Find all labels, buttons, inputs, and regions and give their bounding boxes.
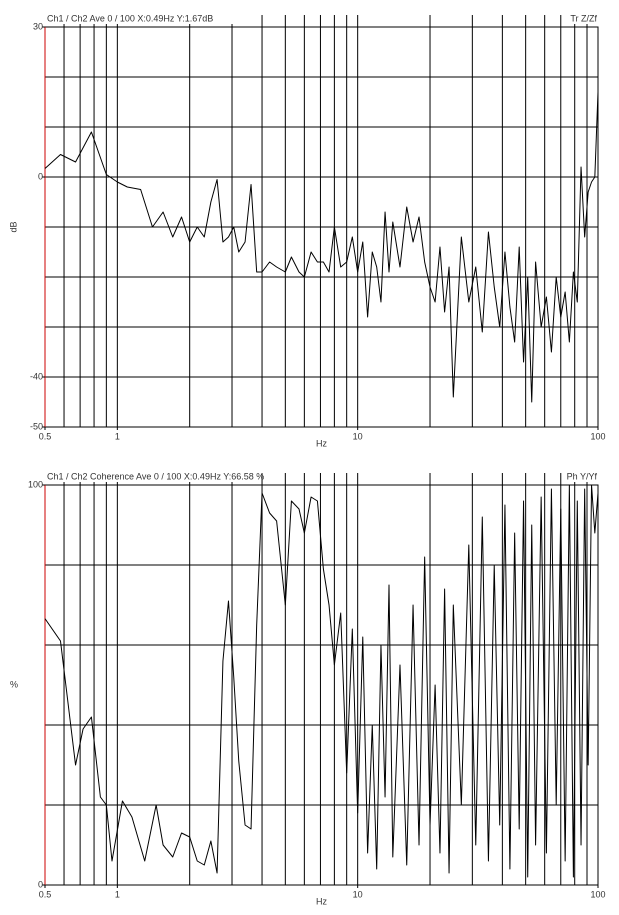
header-bg bbox=[566, 13, 598, 24]
header-bg bbox=[46, 471, 261, 482]
y-axis-label: dB bbox=[8, 221, 18, 232]
x-tick-label: 10 bbox=[353, 431, 363, 441]
chart-title: Ch1 / Ch2 Ave 0 / 100 X:0.49Hz Y:1.67dB bbox=[47, 13, 213, 23]
y-tick-label: 30 bbox=[33, 21, 43, 31]
x-tick-label: 10 bbox=[353, 889, 363, 899]
chart-mode: Tr Z/Zf bbox=[570, 13, 597, 23]
y-axis-label: % bbox=[10, 679, 18, 689]
y-tick-label: 0 bbox=[38, 879, 43, 889]
data-line bbox=[44, 484, 599, 878]
x-tick-label: 0.5 bbox=[39, 431, 52, 441]
x-tick-label: 100 bbox=[590, 889, 605, 899]
data-line bbox=[44, 91, 599, 403]
y-tick-label: 100 bbox=[28, 479, 43, 489]
header-bg bbox=[46, 13, 261, 24]
x-tick-label: 1 bbox=[115, 431, 120, 441]
x-tick-label: 100 bbox=[590, 431, 605, 441]
x-tick-label: 1 bbox=[115, 889, 120, 899]
chart-title: Ch1 / Ch2 Coherence Ave 0 / 100 X:0.49Hz… bbox=[47, 471, 264, 481]
chart-mode: Ph Y/Yf bbox=[567, 471, 598, 481]
y-tick-label: -50 bbox=[30, 421, 43, 431]
x-axis-label: Hz bbox=[316, 438, 327, 448]
x-tick-label: 0.5 bbox=[39, 889, 52, 899]
header-bg bbox=[566, 471, 598, 482]
y-tick-label: -40 bbox=[30, 371, 43, 381]
x-axis-label: Hz bbox=[316, 896, 327, 906]
y-tick-label: 0 bbox=[38, 171, 43, 181]
